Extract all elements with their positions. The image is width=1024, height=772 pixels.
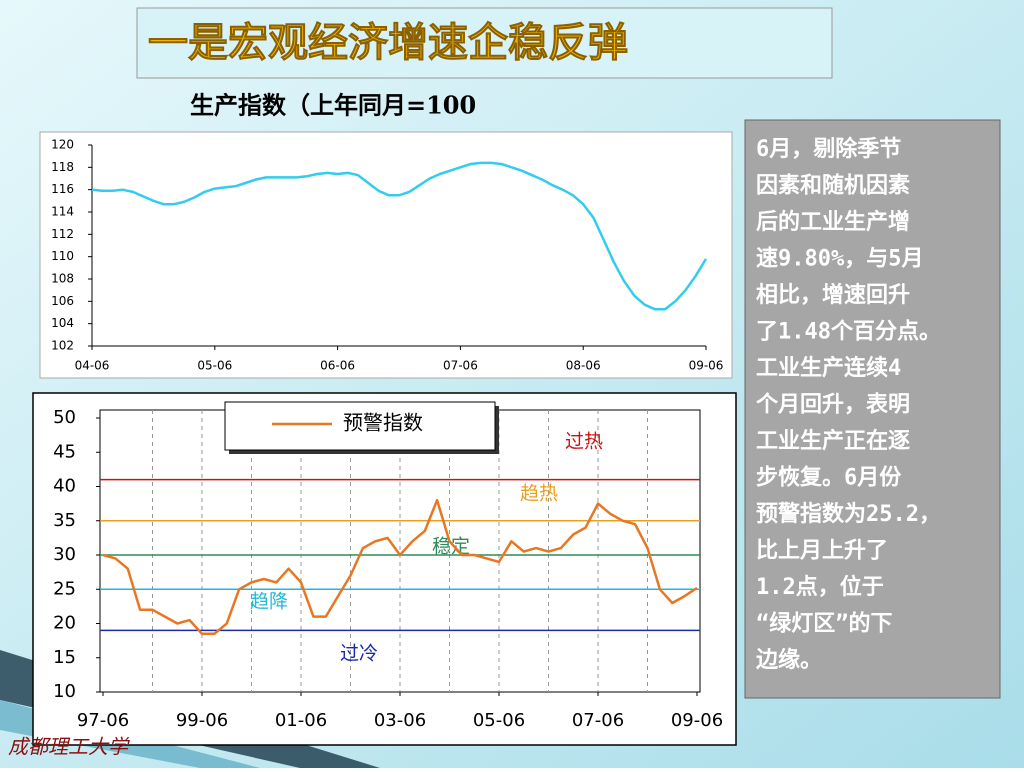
y-tick-label: 110: [51, 249, 74, 263]
y-tick-label: 20: [53, 613, 76, 634]
note-line: 1.2点，位于: [756, 574, 884, 600]
title: 一是宏观经济增速企稳反弹: [148, 19, 628, 66]
note-box: [744, 119, 1001, 699]
x-tick-label: 06-06: [320, 359, 355, 373]
legend-label: 预警指数: [343, 411, 423, 435]
zone-label: 过冷: [340, 643, 378, 665]
note-line: 了1.48个百分点。: [756, 319, 941, 345]
series-line: [91, 161, 708, 311]
logo: 成都理工大学: [8, 735, 130, 759]
note-line: 步恢复。6月份: [756, 465, 902, 491]
y-tick-label: 116: [51, 182, 74, 196]
y-tick-label: 120: [51, 138, 74, 152]
x-tick-label: 03-06: [374, 710, 426, 731]
y-tick-label: 30: [53, 544, 76, 565]
y-tick-label: 102: [51, 339, 74, 353]
y-tick-label: 45: [53, 441, 76, 462]
x-tick-label: 09-06: [671, 710, 723, 731]
note-line: 边缘。: [755, 648, 822, 673]
x-tick-label: 07-06: [572, 710, 624, 731]
x-tick-label: 05-06: [473, 710, 525, 731]
series-line: [102, 498, 698, 636]
x-tick-label: 05-06: [197, 359, 232, 373]
zone-label: 趋热: [520, 483, 558, 505]
y-tick-label: 25: [53, 578, 76, 599]
y-tick-label: 35: [53, 510, 76, 531]
y-tick-label: 112: [51, 227, 74, 241]
y-tick-label: 40: [53, 476, 76, 497]
y-tick-label: 118: [51, 160, 74, 174]
zone-label: 趋降: [250, 591, 288, 613]
zone-label: 过热: [565, 431, 603, 453]
y-tick-label: 106: [51, 294, 74, 308]
x-tick-label: 97-06: [77, 710, 129, 731]
note-line: 工业生产连续4: [756, 355, 901, 381]
x-tick-label: 07-06: [443, 359, 478, 373]
x-tick-label: 99-06: [176, 710, 228, 731]
note-line: 比上月上升了: [756, 539, 888, 564]
note-line: 相比，增速回升: [756, 282, 910, 308]
note-line: 速9.80%，与5月: [756, 246, 923, 272]
legend: [224, 401, 496, 451]
note-line: “绿灯区”的下: [756, 611, 893, 637]
note-line: 工业生产正在逐: [756, 428, 910, 454]
title-box: [136, 7, 833, 79]
y-tick-label: 10: [53, 681, 76, 702]
chart-panel: [39, 131, 733, 379]
y-tick-label: 15: [53, 647, 76, 668]
y-tick-label: 108: [51, 272, 74, 286]
x-tick-label: 08-06: [566, 359, 601, 373]
note-line: 6月，剔除季节: [756, 136, 901, 162]
subtitle: 生产指数（上年同月=100: [190, 91, 476, 120]
chart-panel: [32, 392, 737, 746]
x-tick-label: 01-06: [275, 710, 327, 731]
note-line: 后的工业生产增: [756, 209, 910, 235]
note-line: 因素和随机因素: [756, 173, 910, 199]
note-line: 个月回升，表明: [756, 393, 910, 418]
y-tick-label: 104: [51, 316, 74, 330]
y-tick-label: 50: [53, 407, 76, 428]
x-tick-label: 09-06: [689, 359, 724, 373]
y-tick-label: 114: [51, 205, 74, 219]
note-line: 预警指数为25.2，: [756, 501, 941, 527]
x-tick-label: 04-06: [75, 359, 110, 373]
